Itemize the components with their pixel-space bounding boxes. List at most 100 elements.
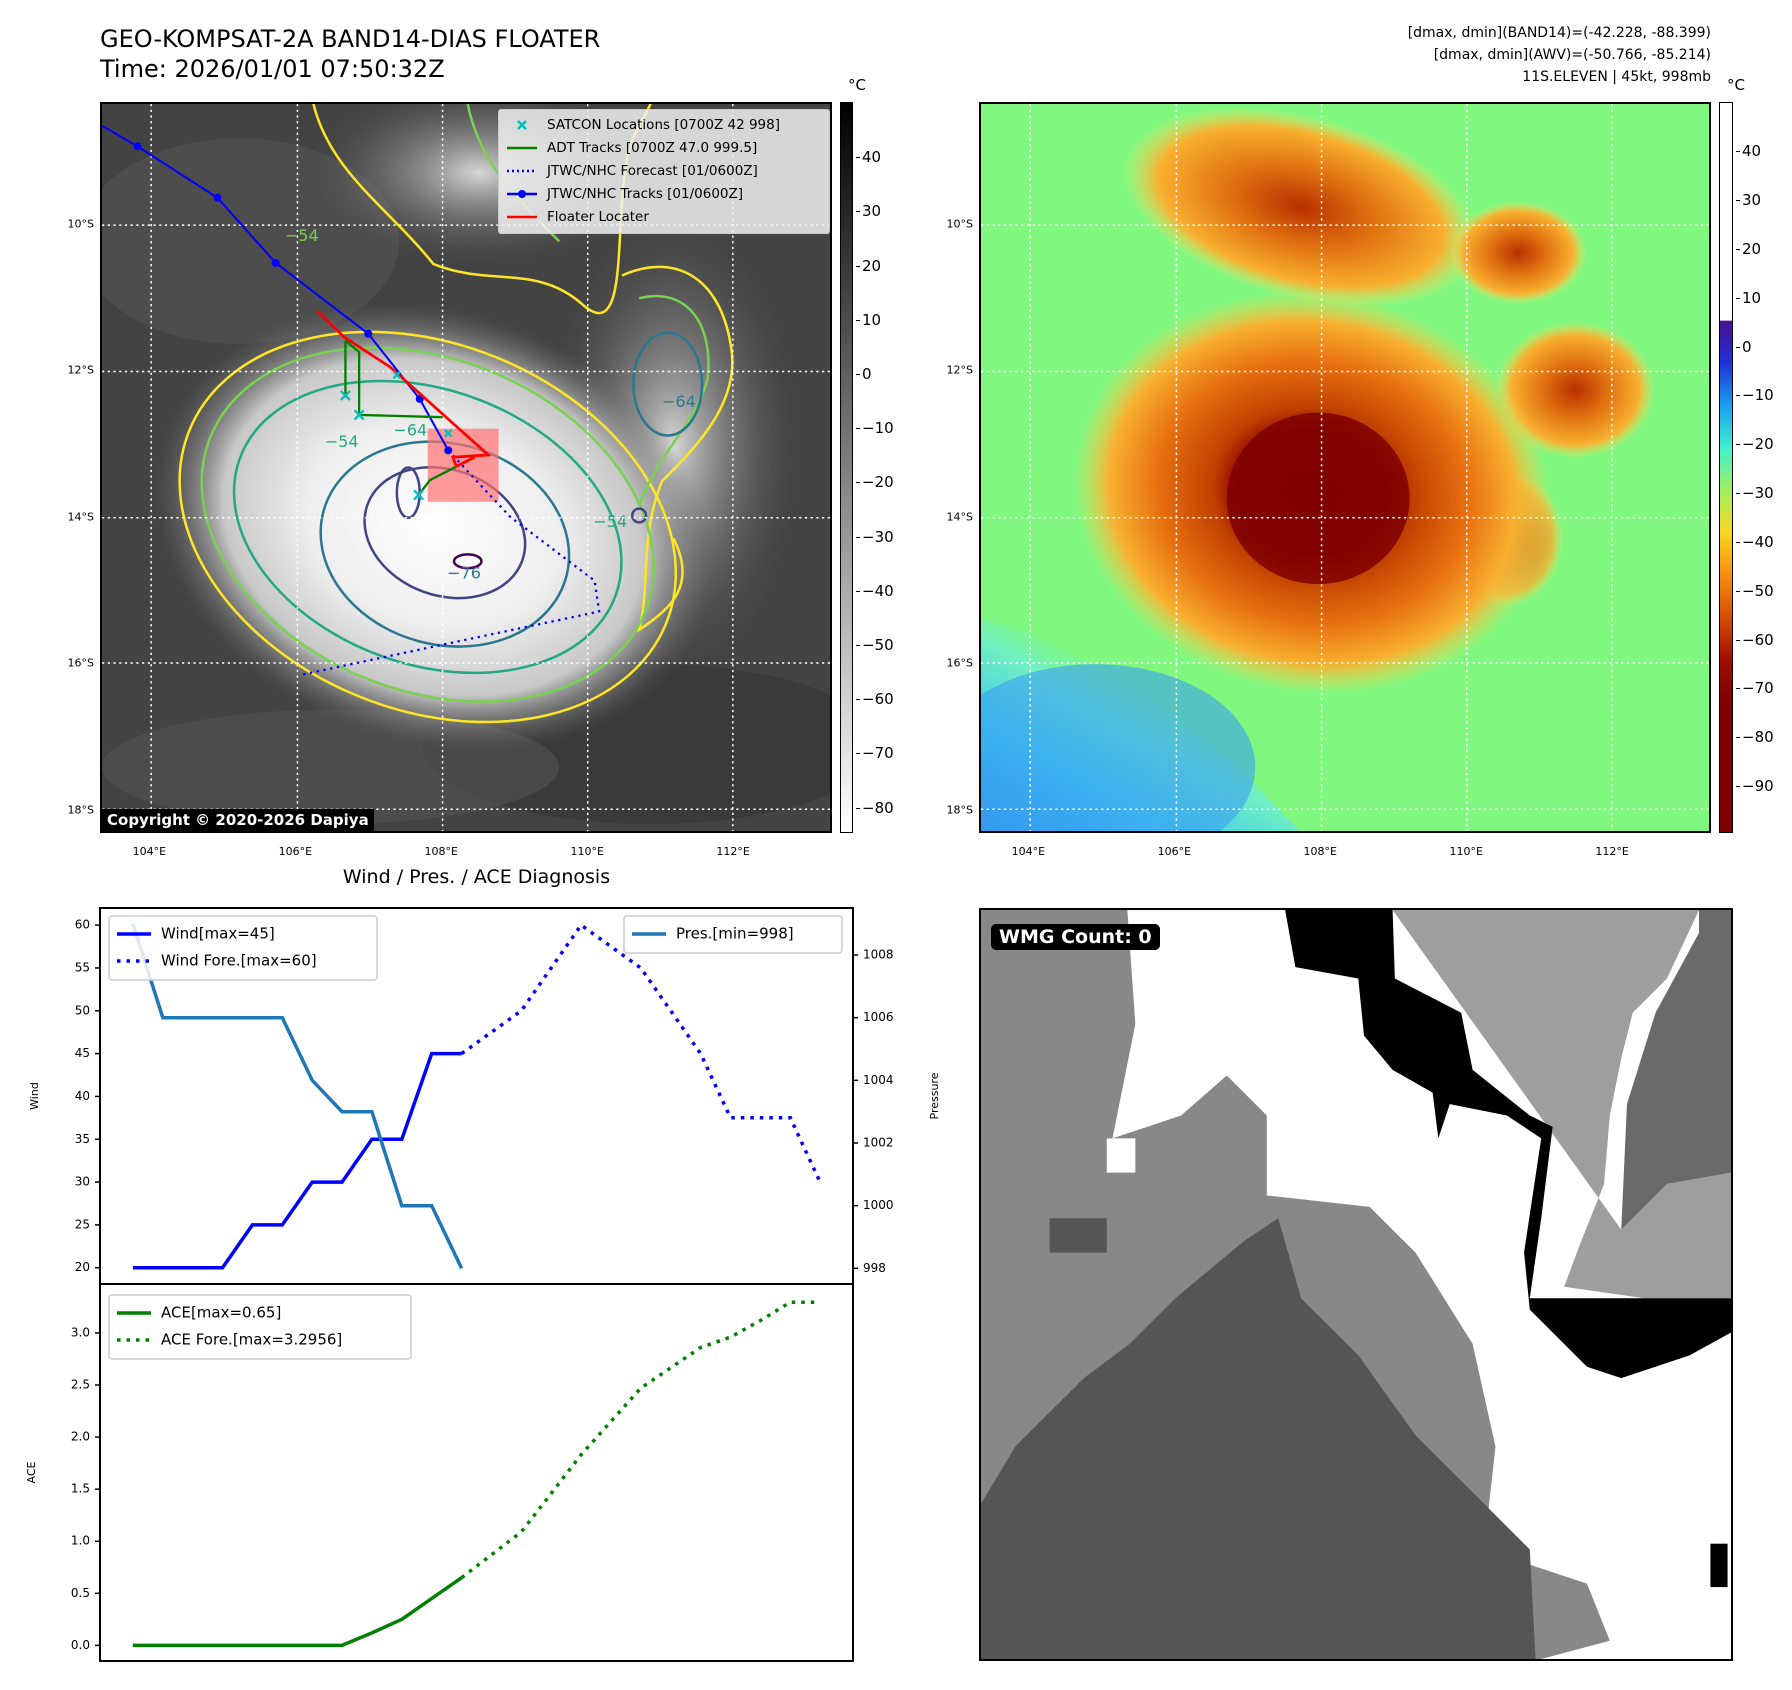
product-title: GEO-KOMPSAT-2A BAND14-DIAS FLOATER <box>100 25 601 53</box>
legend-label: Wind Fore.[max=60] <box>161 952 317 970</box>
longitude-tick-label: 112°E <box>716 845 750 858</box>
colorbar-tick-label: 20 <box>855 256 882 275</box>
latitude-tick-label: 10°S <box>67 217 94 231</box>
pressure-tick-label: 998 <box>863 1261 886 1275</box>
pressure-line <box>131 923 464 1270</box>
colorbar-tick-label: −80 <box>856 798 894 817</box>
x-marker-icon <box>507 118 537 132</box>
jtwc-forecast-line <box>302 449 601 676</box>
wind-axis-label: Wind <box>28 1082 41 1110</box>
colorbar-tick-label: −80 <box>1736 728 1774 747</box>
longitude-tick-label: 106°E <box>278 845 313 858</box>
stat-band14: [dmax, dmin](BAND14)=(-42.228, -88.399) <box>1407 25 1711 41</box>
longitude-tick-label: 104°E <box>1011 845 1046 858</box>
colorbar-tick-label: −50 <box>856 635 894 654</box>
ir-satellite-map: −54 −64 −76 −54 −64 −54 <box>100 102 832 833</box>
latitude-tick-label: 16°S <box>946 656 973 670</box>
colorbar-tick-label: −50 <box>1736 581 1774 600</box>
colorbar-tick-label: −70 <box>1736 679 1774 698</box>
pressure-axis-label: Pressure <box>928 1072 941 1119</box>
satcon-markers <box>340 370 453 501</box>
line-marker-icon <box>507 187 537 201</box>
ace-tick-label: 1.5 <box>71 1482 90 1496</box>
enhanced-imagery <box>981 104 1709 831</box>
contour-label: −54 <box>593 512 627 531</box>
colorbar-tick-label: 0 <box>856 365 872 384</box>
line-icon <box>507 141 537 155</box>
enhanced-colorbar-unit: °C <box>1727 76 1745 94</box>
wmg-image <box>981 910 1731 1659</box>
colorbar-tick-label: −90 <box>1736 777 1774 796</box>
wmg-panel: WMG Count: 0 <box>979 908 1733 1661</box>
legend-item-adt: ADT Tracks [0700Z 47.0 999.5] <box>507 137 757 159</box>
ace-tick-label: 0.5 <box>71 1586 90 1600</box>
ace-tick-label: 1.0 <box>71 1534 90 1548</box>
wind-tick-label: 30 <box>75 1175 90 1189</box>
colorbar-tick-label: 20 <box>1735 239 1762 258</box>
wmg-count-badge: WMG Count: 0 <box>991 924 1160 950</box>
ir-colorbar-unit: °C <box>848 76 866 94</box>
latitude-tick-label: 18°S <box>946 803 973 817</box>
ace-tick-label: 3.0 <box>71 1325 90 1339</box>
dotted-line-icon <box>507 164 537 178</box>
latitude-tick-label: 10°S <box>946 217 973 231</box>
legend-label: ACE[max=0.65] <box>161 1304 281 1322</box>
floater-locater-line <box>315 309 492 469</box>
stat-awv: [dmax, dmin](AWV)=(-50.766, -85.214) <box>1433 47 1711 63</box>
contour-label: −64 <box>393 420 427 439</box>
pressure-tick-label: 1006 <box>863 1010 894 1024</box>
wind-tick-label: 20 <box>75 1260 90 1274</box>
latitude-tick-label: 16°S <box>67 656 94 670</box>
legend-label: JTWC/NHC Forecast [01/0600Z] <box>547 163 758 179</box>
pressure-legend <box>623 915 843 954</box>
line-icon <box>507 210 537 224</box>
colorbar-tick-label: −20 <box>856 473 894 492</box>
wind-tick-label: 50 <box>75 1003 90 1017</box>
colorbar-tick-label: 40 <box>855 148 882 167</box>
colorbar-tick-label: 0 <box>1736 337 1752 356</box>
latitude-tick-label: 12°S <box>946 363 973 377</box>
wind-tick-label: 25 <box>75 1217 90 1231</box>
wind-forecast-line <box>460 922 822 1183</box>
wind-legend <box>108 915 378 981</box>
enhanced-ir-map <box>979 102 1711 833</box>
legend-item-satcon: SATCON Locations [0700Z 42 998] <box>507 114 780 136</box>
legend-label: Wind[max=45] <box>161 925 275 943</box>
intensity-stats: [dmax, dmin](BAND14)=(-42.228, -88.399) … <box>1408 22 1711 88</box>
legend-label: JTWC/NHC Tracks [01/0600Z] <box>547 186 744 202</box>
legend-item-tracks: JTWC/NHC Tracks [01/0600Z] <box>507 183 743 205</box>
colorbar-tick-label: 40 <box>1735 142 1762 161</box>
enhanced-colorbar <box>1719 102 1733 833</box>
ace-tick-label: 2.0 <box>71 1430 90 1444</box>
legend-item-floater: Floater Locater <box>507 206 649 228</box>
copyright-label: Copyright © 2020-2026 Dapiya <box>102 809 374 831</box>
ace-axis-label: ACE <box>25 1461 38 1483</box>
colorbar-tick-label: −40 <box>1736 532 1774 551</box>
legend-label: SATCON Locations [0700Z 42 998] <box>547 117 780 133</box>
ace-tick-label: 0.0 <box>71 1638 90 1652</box>
colorbar-tick-label: −60 <box>1736 630 1774 649</box>
legend-item-forecast: JTWC/NHC Forecast [01/0600Z] <box>507 160 758 182</box>
legend-label: Floater Locater <box>547 209 649 225</box>
map-legend: SATCON Locations [0700Z 42 998] ADT Trac… <box>498 109 830 234</box>
longitude-tick-label: 108°E <box>424 845 458 858</box>
colorbar-tick-label: −30 <box>1736 484 1774 503</box>
wind-tick-label: 35 <box>75 1132 90 1146</box>
ace-axes-frame <box>99 1283 854 1662</box>
wind-tick-label: 60 <box>75 918 90 932</box>
wind-line <box>132 1051 462 1270</box>
colorbar-tick-label: −60 <box>856 690 894 709</box>
contour-label: −54 <box>325 432 359 451</box>
stat-storm: 11S.ELEVEN | 45kt, 998mb <box>1522 69 1711 85</box>
colorbar-tick-label: −70 <box>856 744 894 763</box>
figure-title: GEO-KOMPSAT-2A BAND14-DIAS FLOATER Time:… <box>100 24 600 84</box>
pressure-tick-label: 1004 <box>863 1073 894 1087</box>
latitude-tick-label: 18°S <box>67 803 94 817</box>
colorbar-tick-label: −10 <box>856 419 894 438</box>
ace-tick-label: 2.5 <box>71 1378 90 1392</box>
latitude-tick-label: 14°S <box>946 510 973 524</box>
latitude-tick-label: 12°S <box>67 363 94 377</box>
colorbar-tick-label: 30 <box>1735 191 1762 210</box>
colorbar-tick-label: −10 <box>1736 386 1774 405</box>
colorbar-tick-label: −40 <box>856 581 894 600</box>
